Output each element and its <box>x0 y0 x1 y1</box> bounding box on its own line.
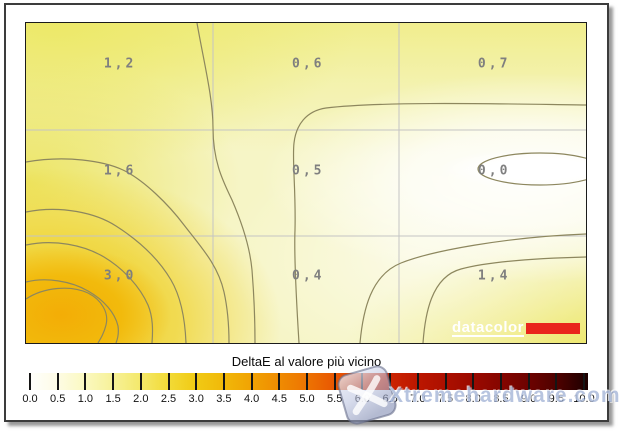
contour-line <box>26 242 154 343</box>
scale-tick <box>555 373 558 390</box>
contour-value-label: 1,4 <box>477 268 511 284</box>
scale-tick <box>56 373 59 390</box>
scale-tick-label: 5.5 <box>327 393 343 405</box>
scale-title: DeltaE al valore più vicino <box>231 354 382 369</box>
scale-tick <box>139 373 142 390</box>
scale-tick <box>416 373 419 390</box>
scale-tick-label: 2.5 <box>160 393 177 405</box>
contour-line <box>26 208 187 343</box>
watermark-text: Xtremehardware.com <box>389 384 620 407</box>
scale-tick <box>499 373 502 390</box>
contour-value-label: 0,4 <box>291 268 325 284</box>
scale-tick <box>195 373 198 390</box>
scale-tick-label: 1.0 <box>77 393 94 405</box>
scale-tick-label: 7.5 <box>437 393 454 405</box>
contour-plot <box>26 23 586 343</box>
scale-tick <box>278 373 281 390</box>
scale-tick <box>84 373 87 390</box>
contour-line <box>422 256 586 343</box>
scale-tick <box>583 373 585 390</box>
datacolor-logo-red-bar <box>526 323 580 334</box>
scale-tick <box>112 373 115 390</box>
scale-tick-label: 0.0 <box>22 393 38 405</box>
zero-contour-ellipse <box>477 152 586 186</box>
scale-tick-label: 9.0 <box>520 393 537 405</box>
scale-tick-label: 5.0 <box>299 393 315 405</box>
scale-tick-label: 8.5 <box>493 393 509 405</box>
plot-area: datacolor 1,2 0,6 0,7 1,6 0,5 0,0 3,0 0,4 1,4 <box>25 22 587 344</box>
scale-tick <box>222 373 225 390</box>
scale-tick-label: 8.0 <box>465 393 481 405</box>
contour-line <box>26 287 108 343</box>
xtremehardware-logo-icon <box>337 365 397 425</box>
scale-tick-label: 3.0 <box>188 393 204 405</box>
scale-tick <box>333 373 336 390</box>
scale-tick-label: 9.5 <box>548 393 564 405</box>
contour-line <box>26 158 230 343</box>
scale-tick-label: 7.0 <box>410 393 426 405</box>
scale-tick-label: 0.5 <box>50 393 66 405</box>
color-scale-bar <box>26 373 588 390</box>
contour-line <box>292 102 586 343</box>
scale-tick <box>444 373 447 390</box>
contour-value-label: 0,5 <box>291 163 325 179</box>
scale-tick-label: 1.5 <box>105 393 121 405</box>
contour-value-label: 0,0 <box>477 163 511 179</box>
contour-value-label: 1,6 <box>103 163 137 179</box>
contour-value-label: 0,6 <box>291 56 325 72</box>
scale-tick-label: 4.5 <box>271 393 287 405</box>
scale-tick-label: 3.5 <box>216 393 232 405</box>
contour-value-label: 0,7 <box>477 56 511 72</box>
scale-tick <box>472 373 475 390</box>
scale-tick <box>250 373 253 390</box>
datacolor-logo-text: datacolor <box>451 319 524 337</box>
datacolor-logo: datacolor <box>451 319 580 337</box>
scale-tick-label: 10.0 <box>573 393 595 405</box>
contour-line <box>26 279 119 343</box>
scale-tick-label: 4.0 <box>243 393 260 405</box>
scale-tick <box>167 373 170 390</box>
contour-value-label: 3,0 <box>103 268 137 284</box>
contour-line <box>359 233 586 343</box>
scale-tick <box>29 373 31 390</box>
scale-tick <box>527 373 530 390</box>
contour-value-label: 1,2 <box>103 56 137 72</box>
scale-tick <box>306 373 308 390</box>
contour-line <box>196 23 256 343</box>
report-frame: datacolor 1,2 0,6 0,7 1,6 0,5 0,0 3,0 0,4 1,4 De… <box>4 3 609 422</box>
scale-tick-label: 2.0 <box>133 393 149 405</box>
